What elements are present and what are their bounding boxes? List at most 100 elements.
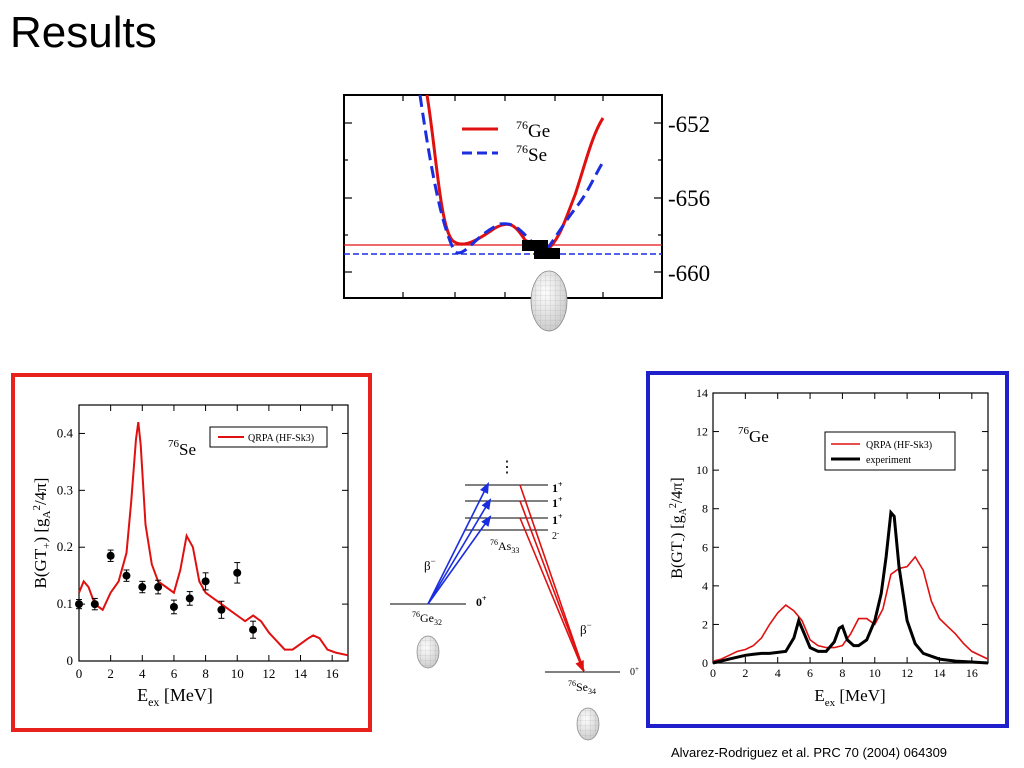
right-xtick-label: 8 — [839, 666, 845, 680]
se-spin: 0+ — [630, 665, 639, 678]
se-nucleus-mesh — [577, 708, 599, 740]
left-xtick-label: 8 — [202, 666, 209, 681]
right-xtick-label: 6 — [807, 666, 813, 680]
right-ytick-label: 8 — [702, 502, 708, 516]
data-point — [90, 600, 99, 609]
beta-plus-arrow — [427, 481, 490, 605]
beta-minus-arrow — [519, 517, 584, 673]
left-ytick-label: 0.1 — [57, 596, 73, 611]
as-76-label: 76As33 — [490, 538, 519, 555]
data-point — [122, 571, 131, 580]
data-point — [75, 600, 83, 609]
right-plot-frame — [712, 392, 989, 664]
right-legend-label-qrpa: QRPA (HF-Sk3) — [866, 440, 932, 451]
right-plot-ticks: 0 2 4 6 8 10 12 14 16 0 2 4 6 8 10 12 14 — [696, 386, 988, 680]
se-curve — [418, 94, 605, 255]
right-xtick-label: 10 — [869, 666, 881, 680]
legend-ge-label: 76Ge — [516, 118, 550, 142]
slide-title: Results — [10, 8, 157, 57]
right-xtick-label: 4 — [775, 666, 781, 680]
as-level-1-spin: 1+ — [552, 480, 563, 495]
se-minimum-marker — [534, 248, 560, 259]
ge-curve — [425, 94, 605, 254]
left-xtick-label: 0 — [76, 666, 83, 681]
left-plot-ticks: 0 2 4 6 8 10 12 14 16 0 0.1 0.2 0.3 0.4 — [57, 405, 348, 681]
left-xtick-label: 14 — [294, 666, 308, 681]
left-panel-frame — [11, 373, 372, 732]
beta-left-label: β− — [424, 556, 436, 573]
right-ytick-label: 2 — [702, 617, 708, 631]
left-ytick-label: 0.2 — [57, 539, 73, 554]
right-xtick-label: 12 — [901, 666, 913, 680]
right-xtick-label: 14 — [933, 666, 945, 680]
ge-76-label: 76Ge32 — [412, 610, 442, 627]
beta-right-label: β− — [580, 620, 592, 637]
right-ylabel: B(GT-) [gA2/4π] — [668, 477, 689, 578]
right-legend-box — [824, 431, 956, 471]
left-xtick-label: 10 — [231, 666, 244, 681]
ellipsis-dots: ⋮ — [499, 459, 515, 476]
qrpa-sk3-curve — [78, 421, 349, 657]
data-point — [154, 583, 163, 592]
as-level-3-spin: 1+ — [552, 512, 563, 527]
ge-spin: 0+ — [476, 594, 487, 609]
right-ytick-label: 10 — [696, 463, 708, 477]
data-point — [233, 568, 242, 577]
top-ytick-label: -652 — [668, 112, 710, 137]
data-point — [185, 594, 194, 603]
right-xtick-label: 0 — [710, 666, 716, 680]
legend-se-label: 76Se — [516, 142, 547, 166]
right-xtick-label: 2 — [742, 666, 748, 680]
data-point — [169, 602, 178, 611]
beta-minus-line — [519, 484, 585, 672]
top-plot-y-ticks — [344, 122, 662, 273]
right-ytick-label: 12 — [696, 425, 708, 439]
left-xtick-label: 12 — [262, 666, 275, 681]
left-xtick-label: 16 — [326, 666, 340, 681]
ge-minimum-marker — [522, 240, 548, 251]
right-ytick-label: 14 — [696, 386, 708, 400]
left-legend-label: QRPA (HF-Sk3) — [248, 433, 314, 444]
left-ytick-label: 0 — [67, 653, 74, 668]
left-ytick-label: 0.4 — [57, 425, 74, 440]
right-bgt-plot: 0 2 4 6 8 10 12 14 16 0 2 4 6 8 10 12 14 QRPA (HF-Sk3) e… — [668, 386, 989, 709]
data-point — [217, 605, 226, 614]
left-xlabel: Eex [MeV] — [137, 685, 213, 709]
left-xtick-label: 6 — [171, 666, 178, 681]
left-nucleus-label: 76Se — [168, 438, 196, 459]
beta-plus-arrow — [427, 498, 492, 605]
data-point — [106, 551, 115, 560]
right-panel-frame — [646, 371, 1009, 728]
top-ytick-label: -656 — [668, 186, 710, 211]
right-ytick-label: 0 — [702, 656, 708, 670]
as-level-4-spin: 2- — [552, 529, 560, 542]
as-level-2-spin: 1+ — [552, 495, 563, 510]
top-energy-plot: -652 -656 -660 76Ge 76Se — [343, 94, 710, 332]
citation-text: Alvarez-Rodriguez et al. PRC 70 (2004) 0… — [671, 745, 948, 760]
beta-plus-arrow — [427, 515, 492, 605]
data-point — [138, 583, 147, 592]
left-xtick-label: 4 — [139, 666, 146, 681]
left-plot-frame — [78, 404, 349, 662]
se-76-label: 76Se34 — [568, 679, 596, 696]
right-ytick-label: 6 — [702, 540, 708, 554]
right-legend-label-exp: experiment — [866, 455, 911, 466]
top-plot-frame — [343, 94, 663, 299]
left-legend-box — [209, 426, 328, 448]
right-xlabel: Eex [MeV] — [814, 686, 885, 709]
prolate-nucleus-mesh — [531, 271, 567, 331]
left-xtick-label: 2 — [107, 666, 114, 681]
data-point — [201, 577, 210, 586]
ge-nucleus-mesh — [417, 636, 439, 668]
right-xtick-label: 16 — [966, 666, 978, 680]
data-point — [249, 625, 258, 634]
qrpa-sk3-curve — [712, 555, 989, 662]
left-data-points — [75, 549, 258, 639]
beta-minus-line — [519, 500, 585, 672]
right-ytick-label: 4 — [702, 579, 708, 593]
left-ylabel: B(GT+) [gA2/4π] — [31, 478, 53, 589]
right-nucleus-label: 76Ge — [738, 425, 769, 446]
top-ytick-label: -660 — [668, 261, 710, 286]
experiment-curve — [712, 509, 989, 665]
